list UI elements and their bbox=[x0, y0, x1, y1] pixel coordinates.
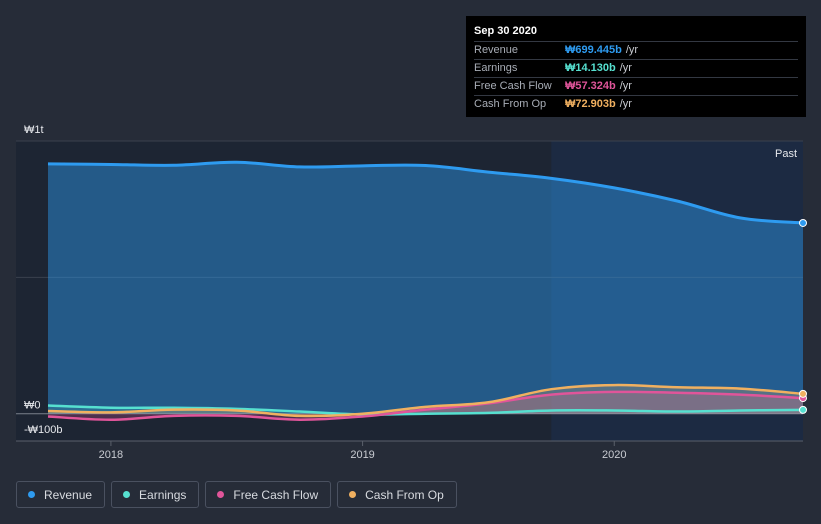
x-axis-labels: 2018 2019 2020 bbox=[99, 441, 626, 461]
series-lines bbox=[47, 160, 804, 421]
tooltip-date: Sep 30 2020 bbox=[474, 25, 537, 37]
marker-revenue bbox=[799, 218, 807, 227]
tooltip-row-label: Earnings bbox=[474, 62, 518, 74]
legend-item-free-cash-flow[interactable]: Free Cash Flow bbox=[205, 481, 332, 508]
area-free-cash-flow bbox=[48, 391, 803, 420]
y-tick-label: ₩1t bbox=[24, 124, 44, 136]
line-earnings bbox=[47, 404, 804, 416]
cash-from-op-dot-icon bbox=[349, 491, 357, 498]
marker-earnings bbox=[799, 405, 807, 414]
line-free-cash-flow bbox=[47, 390, 804, 421]
y-axis-labels: ₩1t ₩0 -₩100b bbox=[24, 124, 63, 436]
area-revenue bbox=[48, 162, 803, 414]
x-tick-label: 2019 bbox=[350, 449, 374, 461]
past-region bbox=[16, 141, 552, 441]
tooltip: Sep 30 2020 Revenue ₩699.445b /yr Earnin… bbox=[466, 16, 806, 117]
line-revenue bbox=[47, 160, 804, 225]
tooltip-row-unit: /yr bbox=[625, 44, 639, 56]
tooltip-row-revenue: Revenue ₩699.445b /yr bbox=[474, 41, 798, 59]
tooltip-row-value: ₩14.130b bbox=[565, 62, 616, 74]
area-earnings bbox=[48, 405, 803, 415]
earnings-dot-icon bbox=[123, 491, 131, 498]
x-tick-label: 2020 bbox=[602, 449, 626, 461]
legend-label: Revenue bbox=[44, 487, 93, 502]
tooltip-row-unit: /yr bbox=[619, 80, 632, 92]
tooltip-row-unit: /yr bbox=[619, 62, 632, 74]
y-tick-label: ₩0 bbox=[24, 400, 41, 412]
free-cash-flow-dot-icon bbox=[217, 491, 225, 498]
revenue-dot-icon bbox=[28, 491, 35, 498]
legend-item-revenue[interactable]: Revenue bbox=[16, 481, 106, 508]
past-label: Past bbox=[775, 148, 797, 160]
legend: Revenue Earnings Free Cash Flow Cash Fro… bbox=[16, 481, 463, 508]
tooltip-row-label: Cash From Op bbox=[474, 98, 547, 110]
legend-label: Cash From Op bbox=[365, 487, 444, 502]
legend-label: Earnings bbox=[139, 487, 187, 502]
legend-item-cash-from-op[interactable]: Cash From Op bbox=[337, 481, 457, 508]
x-tick-label: 2018 bbox=[99, 449, 123, 461]
legend-item-earnings[interactable]: Earnings bbox=[111, 481, 200, 508]
line-cash-from-op bbox=[47, 383, 804, 418]
tooltip-row-unit: /yr bbox=[619, 98, 632, 110]
tooltip-row-label: Revenue bbox=[474, 44, 519, 56]
tooltip-row-cash-from-op: Cash From Op ₩72.903b /yr bbox=[474, 95, 798, 113]
y-tick-label: -₩100b bbox=[24, 424, 63, 436]
marker-cash-from-op bbox=[799, 389, 807, 398]
series-end-markers bbox=[799, 218, 807, 414]
tooltip-row-value: ₩72.903b bbox=[565, 98, 616, 110]
tooltip-row-free-cash-flow: Free Cash Flow ₩57.324b /yr bbox=[474, 77, 798, 95]
tooltip-row-value: ₩57.324b bbox=[565, 80, 616, 92]
tooltip-row-label: Free Cash Flow bbox=[474, 80, 552, 92]
legend-label: Free Cash Flow bbox=[233, 487, 319, 502]
tooltip-row-earnings: Earnings ₩14.130b /yr bbox=[474, 59, 798, 77]
tooltip-row-value: ₩699.445b bbox=[565, 44, 622, 56]
